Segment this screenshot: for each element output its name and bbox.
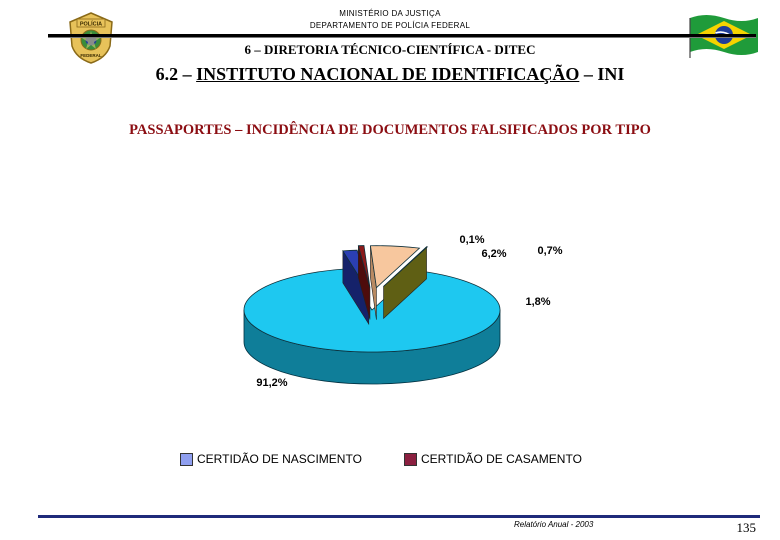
department-name: DEPARTAMENTO DE POLÍCIA FEDERAL: [309, 21, 471, 30]
emblem-text-bottom: FEDERAL: [80, 53, 102, 58]
legend-swatch-casamento: [404, 452, 417, 466]
legend-label-nascimento: CERTIDÃO DE NASCIMENTO: [197, 452, 362, 466]
page-number: 135: [736, 520, 757, 535]
subsection-suffix: – INI: [579, 64, 625, 84]
report-footer: Relatório Anual - 2003: [514, 520, 594, 529]
subsection-prefix: 6.2 –: [155, 64, 197, 84]
ministry-header: MINISTÉRIO DA JUSTIÇA DEPARTAMENTO DE PO…: [0, 8, 780, 32]
subsection-title: 6.2 – INSTITUTO NACIONAL DE IDENTIFICAÇÃ…: [0, 64, 780, 85]
subsection-underlined: INSTITUTO NACIONAL DE IDENTIFICAÇÃO: [196, 64, 580, 84]
legend-label-casamento: CERTIDÃO DE CASAMENTO: [421, 452, 582, 466]
pie-label-2: 0,7%: [537, 245, 562, 257]
pie-slice-2: [357, 245, 371, 288]
legend-item-nascimento: CERTIDÃO DE NASCIMENTO: [180, 452, 362, 466]
chart-title: PASSAPORTES – INCIDÊNCIA DE DOCUMENTOS F…: [129, 122, 651, 138]
pie-label-4: 0,1%: [459, 234, 484, 246]
ministry-name: MINISTÉRIO DA JUSTIÇA: [339, 9, 441, 18]
pie-slice-0: [243, 268, 501, 353]
legend-swatch-nascimento: [180, 452, 193, 466]
legend-item-casamento: CERTIDÃO DE CASAMENTO: [404, 452, 582, 466]
footer-rule: [38, 515, 760, 518]
header-rule-shadow: [48, 37, 756, 38]
header-rule: [48, 34, 756, 37]
emblem-text-top: POLÍCIA: [80, 20, 102, 28]
section-title: 6 – DIRETORIA TÉCNICO-CIENTÍFICA - DITEC: [244, 42, 536, 57]
pie-label-0: 91,2%: [256, 377, 287, 389]
pie-slice-4: [383, 246, 429, 287]
pie-label-1: 1,8%: [525, 296, 550, 308]
pie-label-3: 6,2%: [481, 248, 506, 260]
pie-slice-3: [369, 245, 421, 289]
